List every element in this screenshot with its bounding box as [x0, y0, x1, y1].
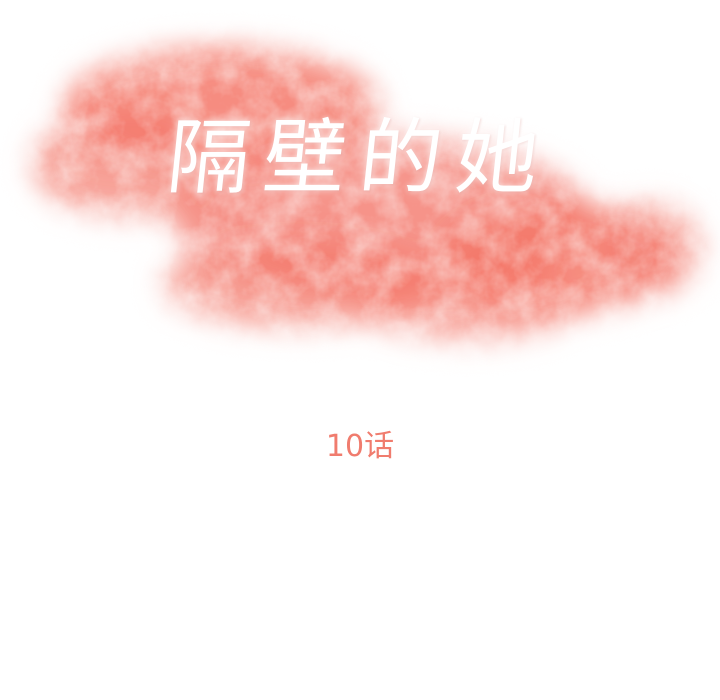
comic-title: 隔壁的她	[163, 111, 558, 206]
chapter-label: 10话	[325, 429, 395, 464]
